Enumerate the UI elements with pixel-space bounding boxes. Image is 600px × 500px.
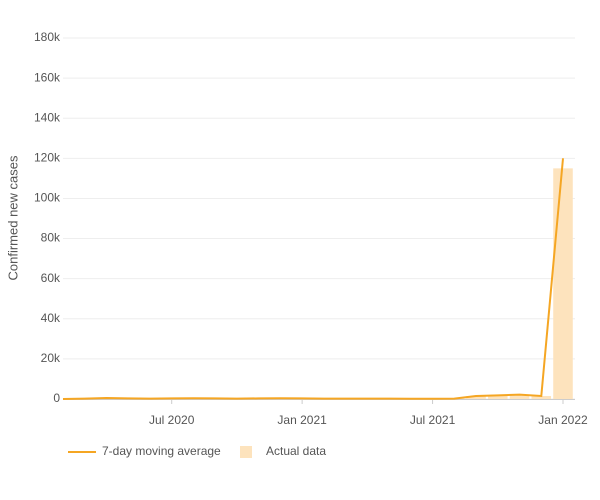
moving-average-line bbox=[62, 158, 564, 400]
actual-bar bbox=[531, 395, 552, 399]
y-tick-label: 0 bbox=[53, 391, 60, 405]
legend-label: 7-day moving average bbox=[102, 444, 221, 458]
actual-bar bbox=[509, 394, 530, 399]
y-tick-label: 120k bbox=[34, 151, 61, 165]
x-tick-label: Jul 2020 bbox=[149, 413, 195, 427]
y-tick-label: 60k bbox=[41, 271, 61, 285]
y-tick-label: 20k bbox=[41, 351, 61, 365]
y-tick-label: 40k bbox=[41, 311, 61, 325]
legend-label: Actual data bbox=[266, 444, 326, 458]
actual-bar bbox=[488, 395, 508, 399]
actual-bar bbox=[553, 168, 573, 399]
x-tick-label: Jul 2021 bbox=[410, 413, 456, 427]
y-tick-label: 80k bbox=[41, 231, 61, 245]
legend-swatch bbox=[240, 446, 252, 458]
y-tick-label: 100k bbox=[34, 191, 61, 205]
x-tick-label: Jan 2022 bbox=[538, 413, 588, 427]
y-tick-label: 140k bbox=[34, 110, 61, 124]
y-tick-label: 180k bbox=[34, 30, 61, 44]
y-axis-label: Confirmed new cases bbox=[5, 155, 20, 280]
x-tick-label: Jan 2021 bbox=[277, 413, 327, 427]
actual-bar bbox=[466, 395, 486, 399]
y-tick-label: 160k bbox=[34, 70, 61, 84]
